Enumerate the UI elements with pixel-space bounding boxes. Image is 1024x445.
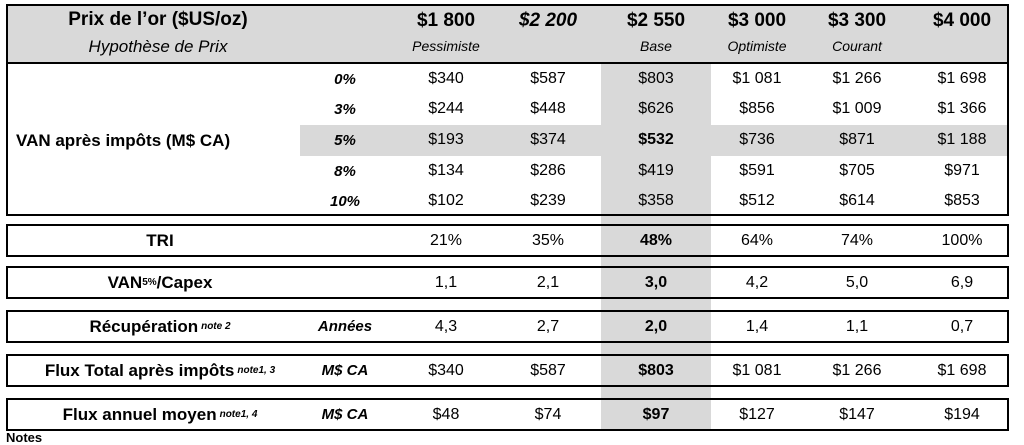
metric-cell: 74%	[840, 231, 874, 249]
npv-cell: $340	[428, 70, 464, 87]
metric-cell: 1,1	[434, 273, 458, 291]
notes-label: Notes	[6, 430, 43, 445]
metric-cell: 2,1	[536, 273, 560, 291]
npv-rate-2: 5%	[334, 131, 356, 149]
npv-cell: $591	[739, 162, 775, 179]
npv-rate-4: 10%	[329, 192, 361, 210]
npv-cell: $1 366	[937, 100, 987, 117]
header-price-5: $3 300	[827, 10, 887, 31]
metric-cell: 35%	[531, 231, 565, 249]
metric-box-2	[6, 310, 1009, 343]
npv-cell: $856	[739, 100, 775, 117]
header-scenario-2	[498, 36, 598, 56]
header-scenario-1: Pessimiste	[412, 38, 480, 54]
metric-cell: 5,0	[845, 273, 869, 291]
npv-cell: $871	[839, 131, 875, 148]
metric-label-3: Flux Total après impôts note1, 3	[44, 360, 276, 380]
npv-cell: $1 081	[732, 70, 782, 87]
metric-cell: $74	[534, 405, 562, 423]
metric-cell: $147	[839, 405, 875, 423]
metric-label-2: Récupération note 2	[89, 316, 231, 336]
npv-cell: $1 266	[832, 70, 882, 87]
metric-cell: $127	[739, 405, 775, 423]
npv-cell: $102	[428, 192, 464, 209]
metric-cell: 6,9	[950, 273, 974, 291]
npv-cell: $244	[428, 100, 464, 117]
header-price-1: $1 800	[416, 10, 476, 31]
metric-box-4	[6, 398, 1009, 431]
npv-label: VAN après impôts (M$ CA)	[16, 130, 231, 150]
npv-cell: $532	[638, 131, 674, 148]
npv-cell: $193	[428, 131, 464, 148]
npv-cell: $587	[530, 70, 566, 87]
metric-box-0	[6, 224, 1009, 257]
header-scenario-6	[912, 36, 1012, 56]
npv-cell: $512	[739, 192, 775, 209]
metric-cell: $1 698	[937, 361, 987, 379]
metric-cell: 4,2	[745, 273, 769, 291]
metric-cell: $97	[642, 405, 670, 423]
header-scenario-5: Courant	[832, 38, 882, 54]
metric-unit-3: M$ CA	[321, 362, 369, 379]
npv-cell: $626	[638, 100, 674, 117]
npv-sensitivity-block	[6, 62, 1009, 216]
metric-cell: 1,1	[845, 317, 869, 335]
metric-cell: 64%	[740, 231, 774, 249]
metric-cell: 1,4	[745, 317, 769, 335]
metric-cell: $340	[428, 361, 464, 379]
base-case-column-shade	[601, 62, 711, 430]
header-scenario-3: Base	[640, 38, 672, 54]
metric-label-4: Flux annuel moyen note1, 4	[62, 404, 258, 424]
metric-cell: $194	[944, 405, 980, 423]
npv-cell: $448	[530, 100, 566, 117]
npv-rate-0: 0%	[334, 70, 356, 88]
npv-cell: $1 188	[937, 131, 987, 148]
metric-cell: $1 266	[832, 361, 882, 379]
npv-rate-1: 3%	[334, 100, 356, 118]
npv-cell: $971	[944, 162, 980, 179]
npv-cell: $358	[638, 192, 674, 209]
metric-unit-4: M$ CA	[321, 406, 369, 423]
metric-cell: 48%	[639, 231, 673, 249]
metric-cell: $587	[530, 361, 566, 379]
npv-cell: $803	[638, 70, 674, 87]
header-price-6: $4 000	[932, 10, 992, 31]
npv-cell: $853	[944, 192, 980, 209]
npv-rate-3: 8%	[334, 162, 356, 180]
metric-cell: $48	[432, 405, 460, 423]
metric-label-0: TRI	[146, 230, 174, 250]
npv-cell: $286	[530, 162, 566, 179]
metric-cell: 4,3	[434, 317, 458, 335]
gold-price-label: Prix de l’or ($US/oz)	[68, 9, 248, 30]
metric-cell: 0,7	[950, 317, 974, 335]
npv-cell: $614	[839, 192, 875, 209]
metric-label-1: VAN 5%/Capex	[107, 272, 213, 292]
header-scenario-4: Optimiste	[727, 38, 787, 54]
price-assumption-label: Hypothèse de Prix	[88, 37, 228, 56]
metric-cell: 21%	[429, 231, 463, 249]
header-price-2: $2 200	[518, 10, 578, 31]
npv-cell: $705	[839, 162, 875, 179]
npv-cell: $736	[739, 131, 775, 148]
header-price-3: $2 550	[626, 10, 686, 31]
npv-cell: $134	[428, 162, 464, 179]
metric-cell: 2,7	[536, 317, 560, 335]
metric-cell: $1 081	[732, 361, 782, 379]
metric-cell: $803	[638, 361, 674, 379]
metric-unit-2: Années	[317, 318, 373, 335]
npv-cell: $239	[530, 192, 566, 209]
npv-cell: $374	[530, 131, 566, 148]
metric-cell: 2,0	[644, 317, 668, 335]
npv-cell: $419	[638, 162, 674, 179]
metric-cell: 100%	[941, 231, 983, 249]
header-price-4: $3 000	[727, 10, 787, 31]
npv-5pct-row-shade	[300, 125, 1007, 156]
npv-cell: $1 698	[937, 70, 987, 87]
metric-box-3	[6, 354, 1009, 387]
metric-box-1	[6, 266, 1009, 299]
npv-cell: $1 009	[832, 100, 882, 117]
metric-cell: 3,0	[644, 273, 668, 291]
